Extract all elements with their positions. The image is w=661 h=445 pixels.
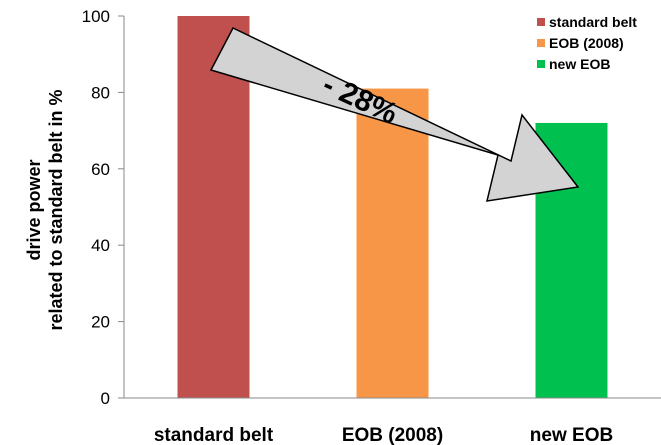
y-axis-title-line1: drive power <box>24 159 44 260</box>
x-axis-categories: standard belt EOB (2008) new EOB <box>154 425 613 445</box>
y-tick-label: 100 <box>82 7 110 26</box>
y-tick-label: 0 <box>101 389 110 408</box>
x-category-label: standard belt <box>154 425 274 445</box>
y-tick-label: 40 <box>91 236 110 255</box>
legend-swatch <box>537 39 545 47</box>
y-tick-label: 20 <box>91 313 110 332</box>
x-category-label: new EOB <box>530 425 613 445</box>
bars <box>177 16 608 399</box>
bar-standard-belt <box>177 16 250 398</box>
legend-label: new EOB <box>549 56 610 72</box>
axes <box>123 16 661 399</box>
legend: standard belt EOB (2008) new EOB <box>537 14 637 72</box>
legend-label: standard belt <box>549 14 637 30</box>
y-axis-title: drive power related to standard belt in … <box>24 89 66 330</box>
y-tick-label: 80 <box>91 83 110 102</box>
legend-swatch <box>537 60 545 68</box>
y-tick-label: 60 <box>91 160 110 179</box>
legend-swatch <box>537 18 545 26</box>
bar-eob-2008 <box>356 88 429 398</box>
x-category-label: EOB (2008) <box>342 425 443 445</box>
trend-arrow-shape <box>209 27 580 202</box>
y-axis-ticks: 0 20 40 60 80 100 <box>82 7 124 408</box>
legend-label: EOB (2008) <box>549 35 624 51</box>
y-axis-title-line2: related to standard belt in % <box>46 89 66 330</box>
